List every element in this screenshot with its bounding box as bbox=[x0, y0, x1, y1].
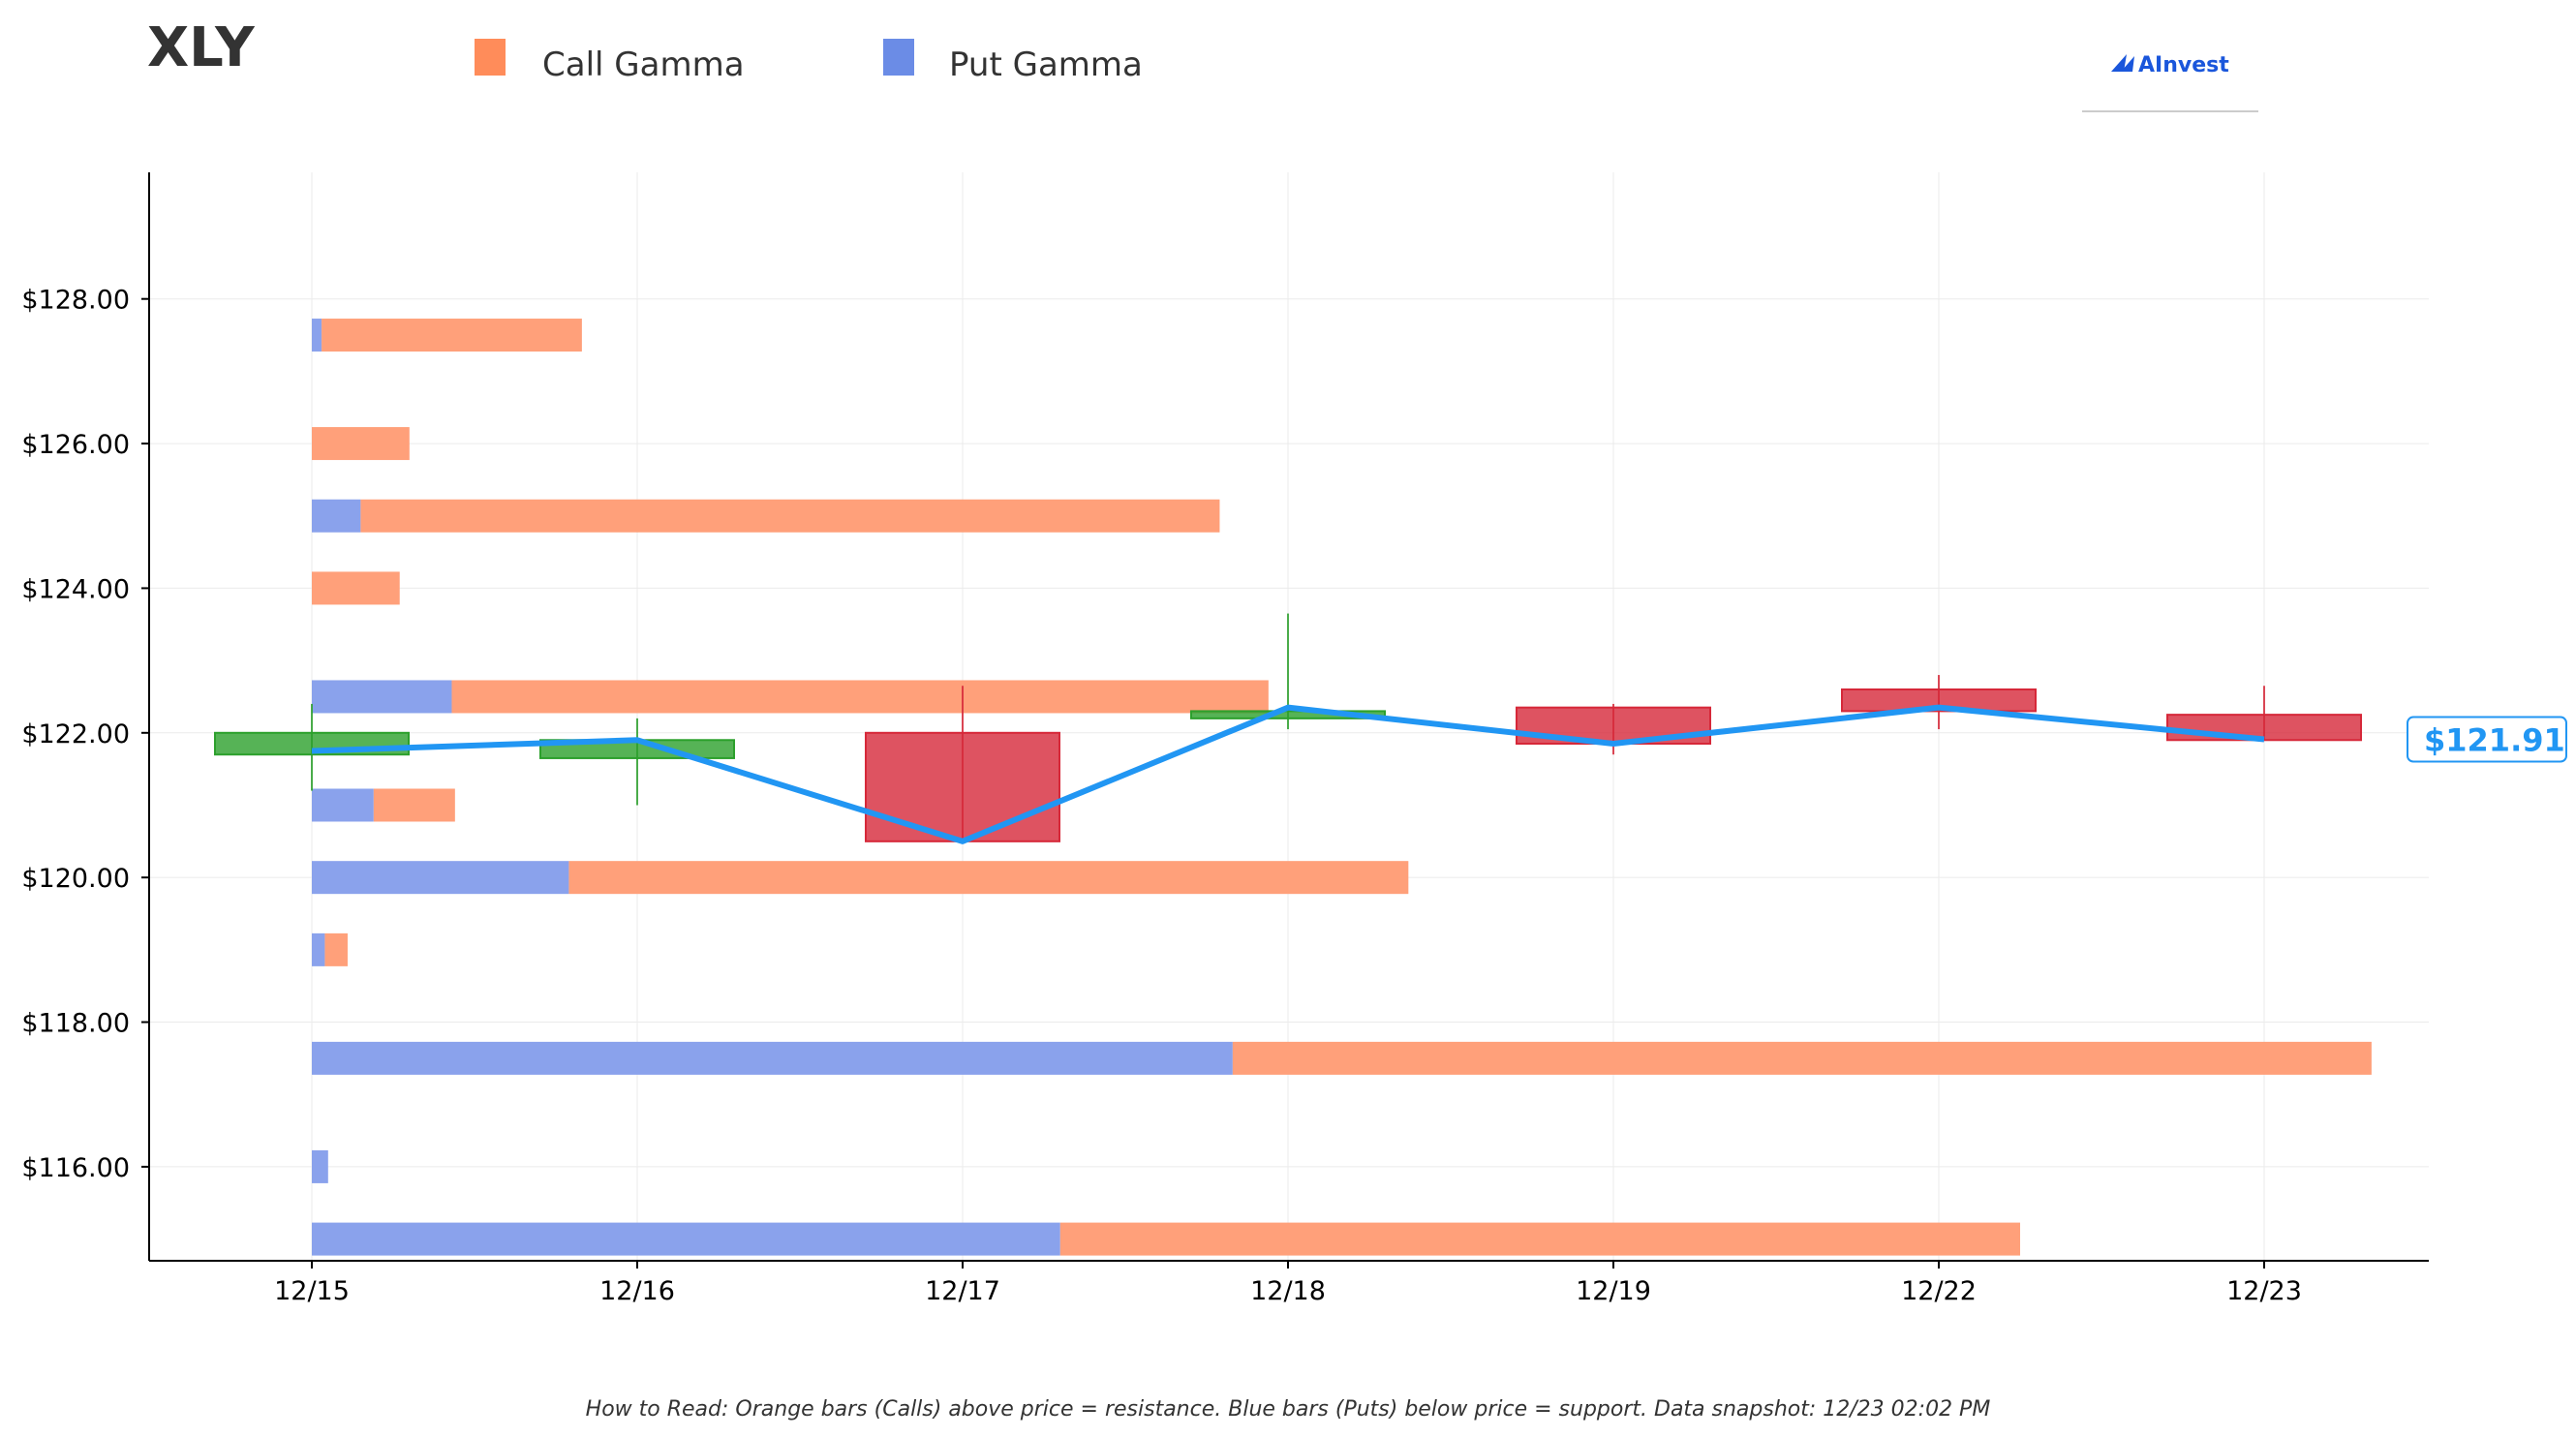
y-axis-ticks: $116.00 $118.00 $120.00 $122.00 $124.00 $126.… bbox=[21, 286, 149, 1183]
call-gamma-bar bbox=[324, 933, 348, 966]
put-gamma-bar bbox=[312, 319, 322, 352]
legend-call-label: Call Gamma bbox=[542, 46, 745, 84]
logo-mark-icon bbox=[2111, 54, 2127, 72]
footer-note: How to Read: Orange bars (Calls) above p… bbox=[586, 1397, 1991, 1422]
legend-call-swatch bbox=[475, 39, 506, 76]
x-tick-label: 12/22 bbox=[1901, 1276, 1977, 1306]
x-tick-label: 12/23 bbox=[2226, 1276, 2302, 1306]
call-gamma-bar bbox=[451, 680, 1269, 714]
call-gamma-bar bbox=[312, 571, 400, 605]
ticker-title: XLY bbox=[147, 16, 256, 79]
put-gamma-bar bbox=[312, 499, 361, 533]
put-gamma-bar bbox=[312, 861, 569, 895]
put-gamma-bar bbox=[312, 1149, 328, 1183]
y-tick-label: $120.00 bbox=[21, 864, 130, 894]
candle-body bbox=[1190, 710, 1386, 719]
current-price-label: $121.91 bbox=[2424, 722, 2565, 759]
put-gamma-bar bbox=[312, 680, 452, 714]
ainvest-logo: AInvest bbox=[2082, 53, 2258, 112]
put-gamma-bar bbox=[312, 933, 325, 966]
x-tick-label: 12/18 bbox=[1250, 1276, 1326, 1306]
candle-body bbox=[1841, 688, 2037, 713]
call-gamma-bar bbox=[373, 788, 455, 822]
current-price-tag: $121.91 bbox=[2407, 716, 2567, 763]
y-tick-label: $124.00 bbox=[21, 574, 130, 604]
y-tick-label: $126.00 bbox=[21, 430, 130, 460]
call-gamma-bar bbox=[568, 861, 1409, 895]
y-tick-label: $122.00 bbox=[21, 719, 130, 749]
put-gamma-bar bbox=[312, 1041, 1233, 1075]
current-price-box bbox=[2407, 716, 2567, 763]
legend-put-label: Put Gamma bbox=[949, 46, 1143, 84]
x-tick-label: 12/15 bbox=[274, 1276, 350, 1306]
candle-body bbox=[2166, 714, 2362, 742]
call-gamma-bar bbox=[312, 427, 410, 461]
put-gamma-bar bbox=[312, 1222, 1060, 1256]
call-gamma-bar bbox=[360, 499, 1220, 533]
x-tick-label: 12/17 bbox=[925, 1276, 1000, 1306]
y-tick-label: $118.00 bbox=[21, 1009, 130, 1039]
price-line bbox=[311, 704, 2265, 844]
x-tick-label: 12/19 bbox=[1576, 1276, 1651, 1306]
y-tick-label: $116.00 bbox=[21, 1153, 130, 1183]
call-gamma-bar bbox=[322, 319, 582, 352]
x-tick-label: 12/16 bbox=[599, 1276, 675, 1306]
call-gamma-bar bbox=[1232, 1041, 2372, 1075]
logo-text: AInvest bbox=[2138, 53, 2229, 77]
y-tick-label: $128.00 bbox=[21, 286, 130, 316]
put-gamma-bar bbox=[312, 788, 374, 822]
legend-put-swatch bbox=[883, 39, 914, 76]
candle-body bbox=[865, 731, 1060, 842]
x-axis-ticks: 12/15 12/16 12/17 12/18 12/19 12/22 12/23 bbox=[274, 1261, 2302, 1306]
call-gamma-bar bbox=[1059, 1222, 2020, 1256]
legend: Call Gamma Put Gamma bbox=[475, 39, 1143, 84]
logo-mark-icon-2 bbox=[2121, 56, 2134, 72]
gamma-bars bbox=[312, 319, 2372, 1256]
